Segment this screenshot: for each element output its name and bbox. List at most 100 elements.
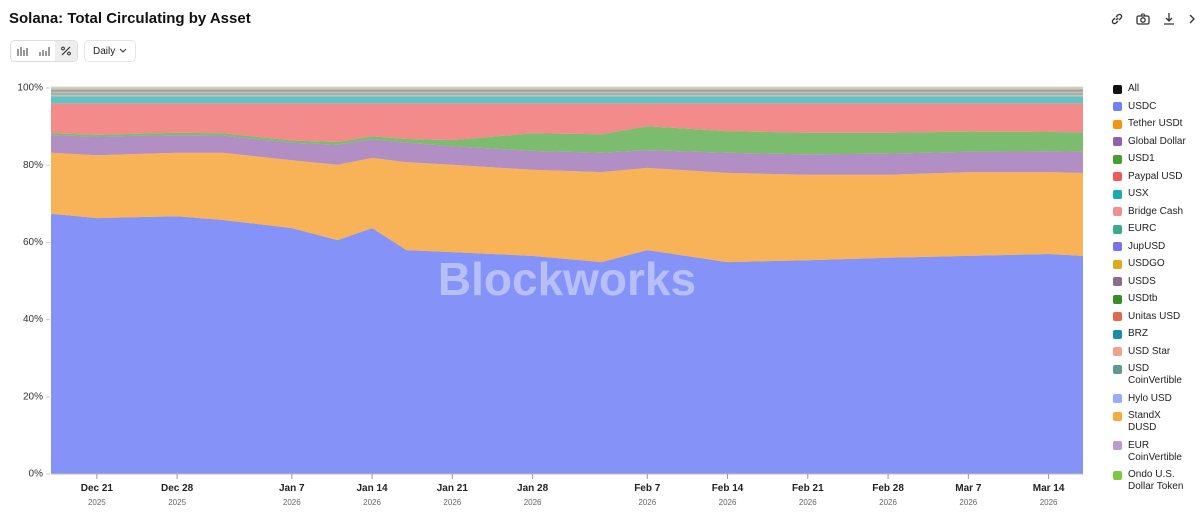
legend-label: Tether USDt xyxy=(1128,118,1183,129)
x-tick-label: Jan 14 xyxy=(356,483,388,494)
legend-item[interactable]: USDtb xyxy=(1113,293,1200,305)
header-icons xyxy=(1110,12,1196,26)
legend-item[interactable]: All xyxy=(1113,83,1200,95)
legend-item[interactable]: USDC xyxy=(1113,101,1200,113)
legend-label: USD CoinVertible xyxy=(1128,363,1182,386)
area xyxy=(51,90,1083,92)
legend-item[interactable]: Ondo U.S. Dollar Token xyxy=(1113,469,1200,493)
legend-label: BRZ xyxy=(1128,328,1148,339)
legend-item[interactable]: USD Star xyxy=(1113,346,1200,358)
legend-label: EUR CoinVertible xyxy=(1128,439,1182,463)
legend-swatch xyxy=(1113,277,1122,286)
area xyxy=(51,135,1083,175)
link-icon[interactable] xyxy=(1110,12,1124,26)
legend-label: Ondo U.S. Dollar Token xyxy=(1128,469,1184,492)
watermark: Blockworks xyxy=(438,253,696,305)
bar-mode-button[interactable] xyxy=(11,41,33,61)
legend-item[interactable]: USD CoinVertible xyxy=(1113,363,1200,387)
legend-item[interactable]: USD1 xyxy=(1113,153,1200,165)
expand-icon[interactable] xyxy=(1188,12,1196,26)
y-tick-label: 60% xyxy=(23,237,43,248)
legend-item[interactable]: EURC xyxy=(1113,223,1200,235)
legend-item[interactable]: Global Dollar xyxy=(1113,136,1200,148)
legend-label: Hylo USD xyxy=(1128,392,1172,404)
x-tick-year: 2026 xyxy=(363,498,381,507)
y-tick-label: 80% xyxy=(23,160,43,171)
legend-item[interactable]: BRZ xyxy=(1113,328,1200,340)
y-tick-label: 40% xyxy=(23,314,43,325)
legend-item[interactable]: USX xyxy=(1113,188,1200,200)
legend-swatch xyxy=(1113,411,1122,421)
legend-swatch xyxy=(1113,294,1122,304)
legend-label: JupUSD xyxy=(1128,240,1166,252)
legend-label: Bridge Cash xyxy=(1128,205,1184,217)
download-icon[interactable] xyxy=(1162,12,1176,26)
legend-item[interactable]: Bridge Cash xyxy=(1113,206,1200,218)
legend-label: USDGO xyxy=(1128,258,1165,269)
area xyxy=(51,126,1083,155)
legend-item[interactable]: JupUSD xyxy=(1113,241,1200,253)
legend-item[interactable]: USDGO xyxy=(1113,258,1200,270)
stacked-mode-button[interactable] xyxy=(33,41,55,61)
legend-label: Paypal USD xyxy=(1128,170,1183,182)
legend-label: Unitas USD xyxy=(1128,310,1181,322)
x-tick-year: 2026 xyxy=(638,498,656,507)
legend-item[interactable]: Tether USDt xyxy=(1113,118,1200,130)
legend-label: EURC xyxy=(1128,223,1157,234)
x-tick-year: 2026 xyxy=(879,498,897,507)
x-tick-label: Jan 21 xyxy=(437,483,469,494)
legend-item[interactable]: Hylo USD xyxy=(1113,393,1200,405)
legend-label: All xyxy=(1128,83,1140,94)
y-tick-label: 0% xyxy=(29,469,44,480)
x-tick-year: 2026 xyxy=(719,498,737,507)
legend-swatch xyxy=(1113,137,1122,146)
camera-icon[interactable] xyxy=(1136,12,1150,26)
y-tick-label: 20% xyxy=(23,391,43,402)
legend-swatch xyxy=(1113,189,1122,199)
x-tick-label: Feb 21 xyxy=(792,483,824,494)
legend-label: StandX DUSD xyxy=(1128,410,1161,433)
legend-label: USX xyxy=(1128,188,1149,199)
legend-label: Global Dollar xyxy=(1128,135,1186,147)
frequency-dropdown[interactable]: Daily xyxy=(84,40,137,62)
legend-item[interactable]: StandX DUSD xyxy=(1113,410,1200,434)
legend-item[interactable]: USDS xyxy=(1113,276,1200,288)
y-tick-label: 100% xyxy=(17,83,43,94)
legend-swatch xyxy=(1113,364,1122,374)
x-tick-label: Dec 21 xyxy=(81,483,114,494)
x-tick-year: 2026 xyxy=(524,498,542,507)
legend-swatch xyxy=(1113,154,1122,164)
x-tick-label: Feb 14 xyxy=(712,483,744,494)
x-tick-year: 2025 xyxy=(88,498,106,507)
x-tick-label: Jan 28 xyxy=(517,483,549,494)
area xyxy=(51,95,1083,97)
x-tick-label: Mar 7 xyxy=(955,483,982,494)
legend-label: USDS xyxy=(1128,275,1156,287)
percent-mode-button[interactable] xyxy=(55,41,77,61)
area xyxy=(51,152,1083,263)
legend-swatch xyxy=(1113,259,1122,269)
legend-swatch xyxy=(1113,102,1122,111)
area xyxy=(51,91,1083,93)
x-tick-label: Mar 14 xyxy=(1033,483,1065,494)
x-tick-year: 2026 xyxy=(1040,498,1058,507)
legend-swatch xyxy=(1113,224,1122,234)
x-tick-label: Dec 28 xyxy=(161,483,194,494)
legend-swatch xyxy=(1113,394,1122,403)
x-tick-year: 2026 xyxy=(799,498,817,507)
x-tick-year: 2026 xyxy=(959,498,977,507)
legend-label: USDC xyxy=(1128,100,1157,112)
legend-swatch xyxy=(1113,312,1122,321)
frequency-label: Daily xyxy=(93,45,116,57)
legend: All USDC Tether USDt Global Dollar USD1 Payp… xyxy=(1113,83,1200,499)
legend-item[interactable]: Paypal USD xyxy=(1113,171,1200,183)
legend-swatch xyxy=(1113,329,1122,339)
legend-swatch xyxy=(1113,172,1122,181)
x-tick-label: Feb 28 xyxy=(872,483,904,494)
legend-swatch xyxy=(1113,441,1122,450)
area xyxy=(51,89,1083,91)
legend-item[interactable]: Unitas USD xyxy=(1113,311,1200,323)
x-tick-label: Jan 7 xyxy=(279,483,305,494)
legend-item[interactable]: EUR CoinVertible xyxy=(1113,440,1200,464)
